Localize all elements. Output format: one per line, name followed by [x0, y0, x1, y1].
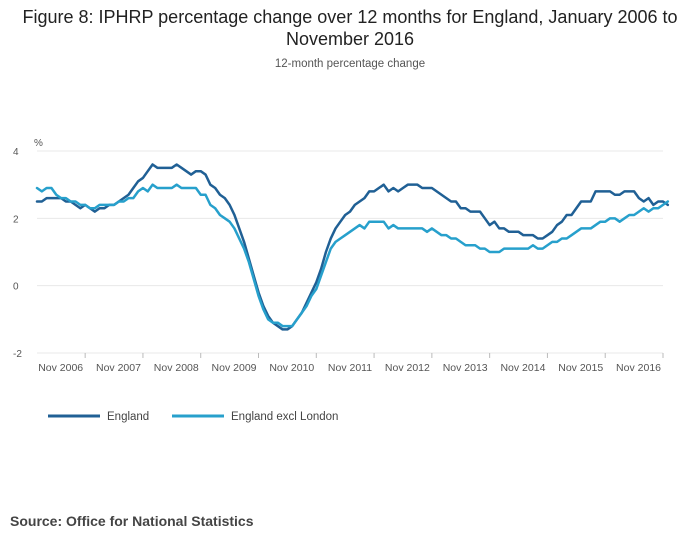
axes: 4 2 0 -2% Nov 2006 Nov 2007 Nov 2008 Nov 2009 No…: [13, 138, 664, 374]
chart-subtitle: 12-month percentage change: [274, 58, 426, 70]
x-tick-label: Nov 2015: [558, 362, 603, 374]
series-line-england-excl-london: [35, 183, 670, 328]
chart-title: Figure 8: IPHRP percentage change over 1…: [22, 7, 678, 49]
legend: England England excl London: [48, 411, 338, 423]
legend-label: England: [107, 411, 149, 423]
x-tick-label: Nov 2013: [443, 362, 488, 374]
y-tick-label: 2: [13, 214, 19, 225]
x-tick-label: Nov 2011: [328, 362, 372, 374]
x-tick-label: Nov 2012: [385, 362, 430, 374]
y-tick-label: -2: [13, 349, 22, 360]
x-tick-label: Nov 2007: [96, 362, 141, 374]
x-tick-label: Nov 2014: [500, 362, 545, 374]
x-tick-label: Nov 2006: [38, 362, 83, 374]
y-axis-label: %: [34, 138, 43, 149]
y-tick-label: 4: [13, 147, 19, 158]
series-line-england: [35, 163, 670, 331]
series-lines: [35, 163, 670, 331]
line-chart: 4 2 0 -2% Nov 2006 Nov 2007 Nov 2008 Nov 2009 No…: [13, 138, 670, 423]
x-tick-label: Nov 2008: [154, 362, 199, 374]
x-tick-label: Nov 2009: [212, 362, 257, 374]
x-tick-label: Nov 2010: [269, 362, 314, 374]
legend-label: England excl London: [231, 411, 338, 423]
x-tick-label: Nov 2016: [616, 362, 661, 374]
source-note: Source: Office for National Statistics: [10, 513, 254, 529]
y-tick-label: 0: [13, 282, 19, 293]
gridlines: [37, 150, 663, 354]
